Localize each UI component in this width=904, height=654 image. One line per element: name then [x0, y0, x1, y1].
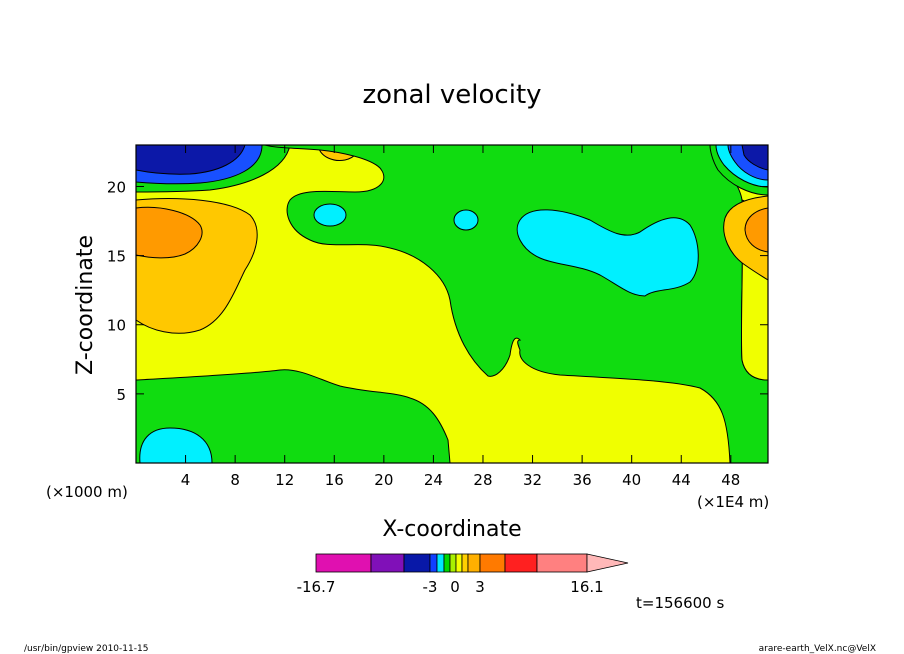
contour-cyan-small-1: [313, 203, 347, 227]
colorbar-segment: [443, 553, 451, 573]
y-tick-label: 20: [107, 178, 126, 196]
y-tick-label: 15: [107, 248, 126, 266]
colorbar-segment: [403, 553, 431, 573]
y-tick-label: 10: [107, 317, 126, 335]
contour-cyan-bottom: [139, 427, 213, 463]
plot-frame: [135, 144, 769, 464]
x-tick-label: 32: [523, 471, 542, 489]
colorbar-segment: [479, 553, 506, 573]
contour-green-bottom: [136, 369, 451, 463]
colorbar-segment: [461, 553, 469, 573]
y-axis-label: Z-coordinate: [73, 235, 98, 375]
time-label: t=156600 s: [636, 594, 724, 612]
colorbar-segment: [455, 553, 463, 573]
colorbar-segment: [429, 553, 438, 573]
x-tick-label: 8: [230, 471, 240, 489]
contour-top-left-darkblue: [136, 145, 246, 175]
colorbar-label-zero: 0: [450, 578, 460, 596]
colorbar-segment: [536, 553, 588, 573]
x-tick-label: 4: [181, 471, 191, 489]
x-tick-label: 20: [374, 471, 393, 489]
x-tick-label: 48: [721, 471, 740, 489]
colorbar-segment: [449, 553, 457, 573]
colorbar: [315, 553, 629, 573]
colorbar-segment: [467, 553, 481, 573]
x-tick-label: 16: [325, 471, 344, 489]
x-tick-label: 36: [573, 471, 592, 489]
x-tick-label: 44: [672, 471, 691, 489]
footer-left: /usr/bin/gpview 2010-11-15: [24, 644, 148, 654]
contour-cyan-small-2: [453, 209, 479, 231]
x-tick-label: 24: [424, 471, 443, 489]
footer-right: arare-earth_VelX.nc@VelX: [759, 644, 876, 654]
colorbar-max-label: 16.1: [570, 578, 603, 596]
contour-cyan-large: [516, 209, 699, 297]
y-tick-label: 5: [116, 386, 126, 404]
contour-field: [136, 145, 768, 463]
x-unit-left: (×1000 m): [46, 483, 128, 501]
x-tick-label: 40: [622, 471, 641, 489]
chart-title: zonal velocity: [362, 80, 541, 110]
x-axis-label: X-coordinate: [382, 517, 521, 542]
colorbar-segment: [504, 553, 538, 573]
x-unit-right: (×1E4 m): [697, 493, 769, 511]
x-tick-label: 28: [473, 471, 492, 489]
colorbar-min-label: -16.7: [297, 578, 336, 596]
colorbar-segment: [370, 553, 405, 573]
colorbar-segment: [436, 553, 445, 573]
colorbar-label-neg: -3: [423, 578, 438, 596]
y-axis: 5 10 15 20: [107, 178, 768, 404]
colorbar-label-pos: 3: [475, 578, 485, 596]
x-tick-label: 12: [275, 471, 294, 489]
x-axis: 4 8 12 16 20 24 28 32 36 40 44 48: [181, 145, 740, 489]
contour-left-orange: [136, 206, 203, 259]
contour-right-orange: [744, 207, 768, 253]
colorbar-extend-arrow: [586, 553, 629, 573]
colorbar-segment: [315, 553, 372, 573]
